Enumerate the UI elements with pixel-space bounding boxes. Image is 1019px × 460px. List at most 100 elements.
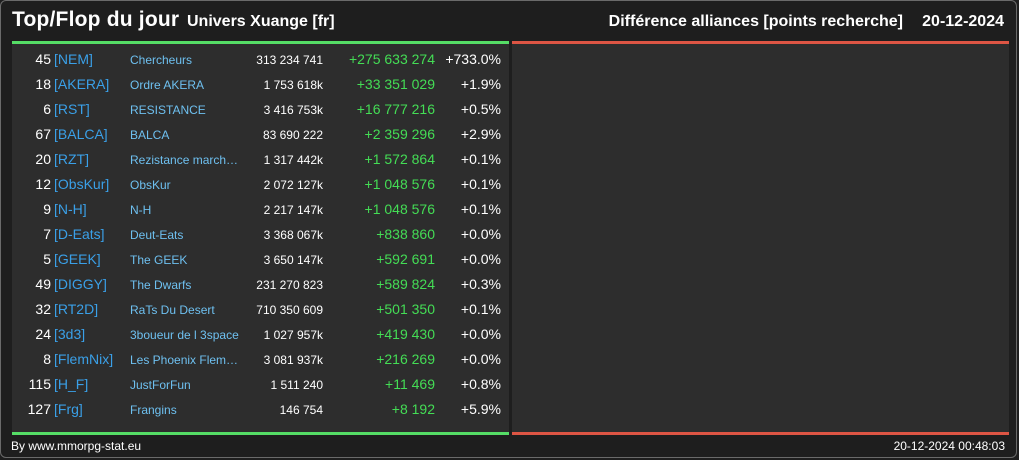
rank-cell: 67 [35,126,51,142]
difference-cell: +11 469 [385,376,435,392]
percent-cell: +0.1% [460,151,501,167]
table-row: 6 [RST] RESISTANCE 3 416 753k +16 777 216 +0.… [12,99,509,124]
rank-cell: 49 [35,276,51,292]
alliance-name-link[interactable]: Frangins [130,403,177,417]
points-cell: 1 753 618k [263,78,323,92]
table-row: 115 [H_F] JustForFun 1 511 240 +11 469 +0.8% [12,374,509,399]
alliance-tag-link[interactable]: [BALCA] [54,126,108,142]
points-cell: 83 690 222 [262,128,323,142]
alliance-name-link[interactable]: The Dwarfs [130,278,192,292]
percent-cell: +0.0% [460,351,501,367]
points-cell: 231 270 823 [256,278,323,292]
flop-panel [512,41,1009,435]
table-row: 8[FlemNix] Les Phoenix Flemmards 3 081 937… [12,349,509,374]
alliance-name-link[interactable]: Rezistance marchande [130,153,244,167]
alliance-name-link[interactable]: ObsKur [130,178,171,192]
alliance-name-link[interactable]: The GEEK [130,253,188,267]
percent-cell: +733.0% [445,51,501,67]
alliance-tag-link[interactable]: [Frg] [54,401,83,417]
alliance-name-link[interactable]: N-H [130,203,152,217]
alliance-tag-link[interactable]: [FlemNix] [54,351,114,367]
timestamp-text: 20-12-2024 00:48:03 [893,439,1005,453]
rank-cell: 12 [35,176,51,192]
alliance-tag-link[interactable]: [RT2D] [54,301,99,317]
alliance-tag-link[interactable]: [RZT] [54,151,89,167]
table-row: 49 [DIGGY] The Dwarfs 231 270 823 +589 824 +0… [12,274,509,299]
points-cell: 1 027 957k [263,328,323,342]
difference-cell: +501 350 [376,301,435,317]
difference-cell: +1 572 864 [364,151,435,167]
table-row: 67 [BALCA] BALCA 83 690 222 +2 359 296 +2.9% [12,124,509,149]
difference-cell: +589 824 [376,276,435,292]
percent-cell: +0.1% [460,176,501,192]
alliance-name-link[interactable]: Chercheurs [130,53,193,67]
rank-cell: 127 [27,401,51,417]
rank-cell: 7 [43,226,51,242]
alliance-tag-link[interactable]: [N-H] [54,201,87,217]
credit-text: By www.mmorpg-stat.eu [11,439,142,453]
table-row: 32 [RT2D] RaTs Du Desert 710 350 609 +501 35… [12,299,509,324]
difference-cell: +16 777 216 [356,101,435,117]
points-cell: 710 350 609 [256,303,323,317]
rank-cell: 5 [43,251,51,267]
percent-cell: +0.8% [460,376,501,392]
percent-cell: +0.0% [460,226,501,242]
page-title: Top/Flop du jour [12,8,180,31]
difference-cell: +592 691 [376,251,435,267]
alliance-name-link[interactable]: Deut-Eats [130,228,184,242]
alliance-tag-link[interactable]: [AKERA] [54,76,110,92]
rank-cell: 115 [28,376,51,392]
date-label: 20-12-2024 [922,13,1004,30]
points-cell: 313 234 741 [256,53,323,67]
alliance-tag-link[interactable]: [ObsKur] [54,176,110,192]
rank-cell: 18 [35,76,51,92]
table-row: 18 [AKERA] Ordre AKERA 1 753 618k +33 351 02… [12,74,509,99]
points-cell: 1 317 442k [263,153,323,167]
alliance-name-link[interactable]: BALCA [130,128,170,142]
difference-cell: +216 269 [376,351,435,367]
percent-cell: +0.0% [460,326,501,342]
alliance-name-link[interactable]: Ordre AKERA [130,78,205,92]
alliance-tag-link[interactable]: [DIGGY] [54,276,107,292]
points-cell: 1 511 240 [270,378,324,392]
table-row: 9 [N-H] N-H 2 217 147k +1 048 576 +0.1% [12,199,509,224]
table-row: 24 [3d3] 3boueur de l 3space 1 027 957k +419… [12,324,509,349]
difference-cell: +33 351 029 [356,76,435,92]
percent-cell: +0.3% [460,276,501,292]
difference-cell: +8 192 [391,401,435,417]
universe-label: Univers Xuange [fr] [187,13,335,30]
alliance-tag-link[interactable]: [GEEK] [54,251,101,267]
percent-cell: +0.1% [460,201,501,217]
percent-cell: +1.9% [460,76,501,92]
table-row: 7 [D-Eats] Deut-Eats 3 368 067k +838 860 +0.0… [12,224,509,249]
alliance-tag-link[interactable]: [NEM] [54,51,93,67]
alliance-name-link[interactable]: 3boueur de l 3space [130,328,239,342]
alliance-tag-link[interactable]: [3d3] [54,326,86,342]
points-cell: 146 754 [279,403,323,417]
percent-cell: +0.1% [460,301,501,317]
alliance-tag-link[interactable]: [D-Eats] [54,226,105,242]
table-row: 12 [ObsKur] ObsKur 2 072 127k +1 048 576 +0.1… [12,174,509,199]
alliance-tag-link[interactable]: [H_F] [54,376,89,392]
alliance-name-link[interactable]: Les Phoenix Flemmards [130,353,244,367]
alliance-name-link[interactable]: RaTs Du Desert [130,303,215,317]
alliance-name-link[interactable]: RESISTANCE [130,103,206,117]
rank-cell: 9 [43,201,51,217]
percent-cell: +5.9% [460,401,501,417]
rank-cell: 8 [43,351,51,367]
table-row: 5 [GEEK] The GEEK 3 650 147k +592 691 +0.0% [12,249,509,274]
difference-cell: +275 633 274 [348,51,435,67]
metric-label: Différence alliances [points recherche] [608,13,903,30]
percent-cell: +0.5% [460,101,501,117]
rank-cell: 6 [43,101,51,117]
alliance-tag-link[interactable]: [RST] [54,101,90,117]
rank-cell: 45 [35,51,51,67]
alliance-name-link[interactable]: JustForFun [130,378,191,392]
points-cell: 3 416 753k [263,103,323,117]
difference-cell: +2 359 296 [364,126,435,142]
table-row: 20 [RZT] Rezistance marchande 1 317 442k +1 … [12,149,509,174]
table-row: 45 [NEM] Chercheurs 313 234 741 +275 633 274… [12,49,509,74]
difference-cell: +838 860 [376,226,435,242]
table-row: 127 [Frg] Frangins 146 754 +8 192 +5.9% [12,399,509,424]
